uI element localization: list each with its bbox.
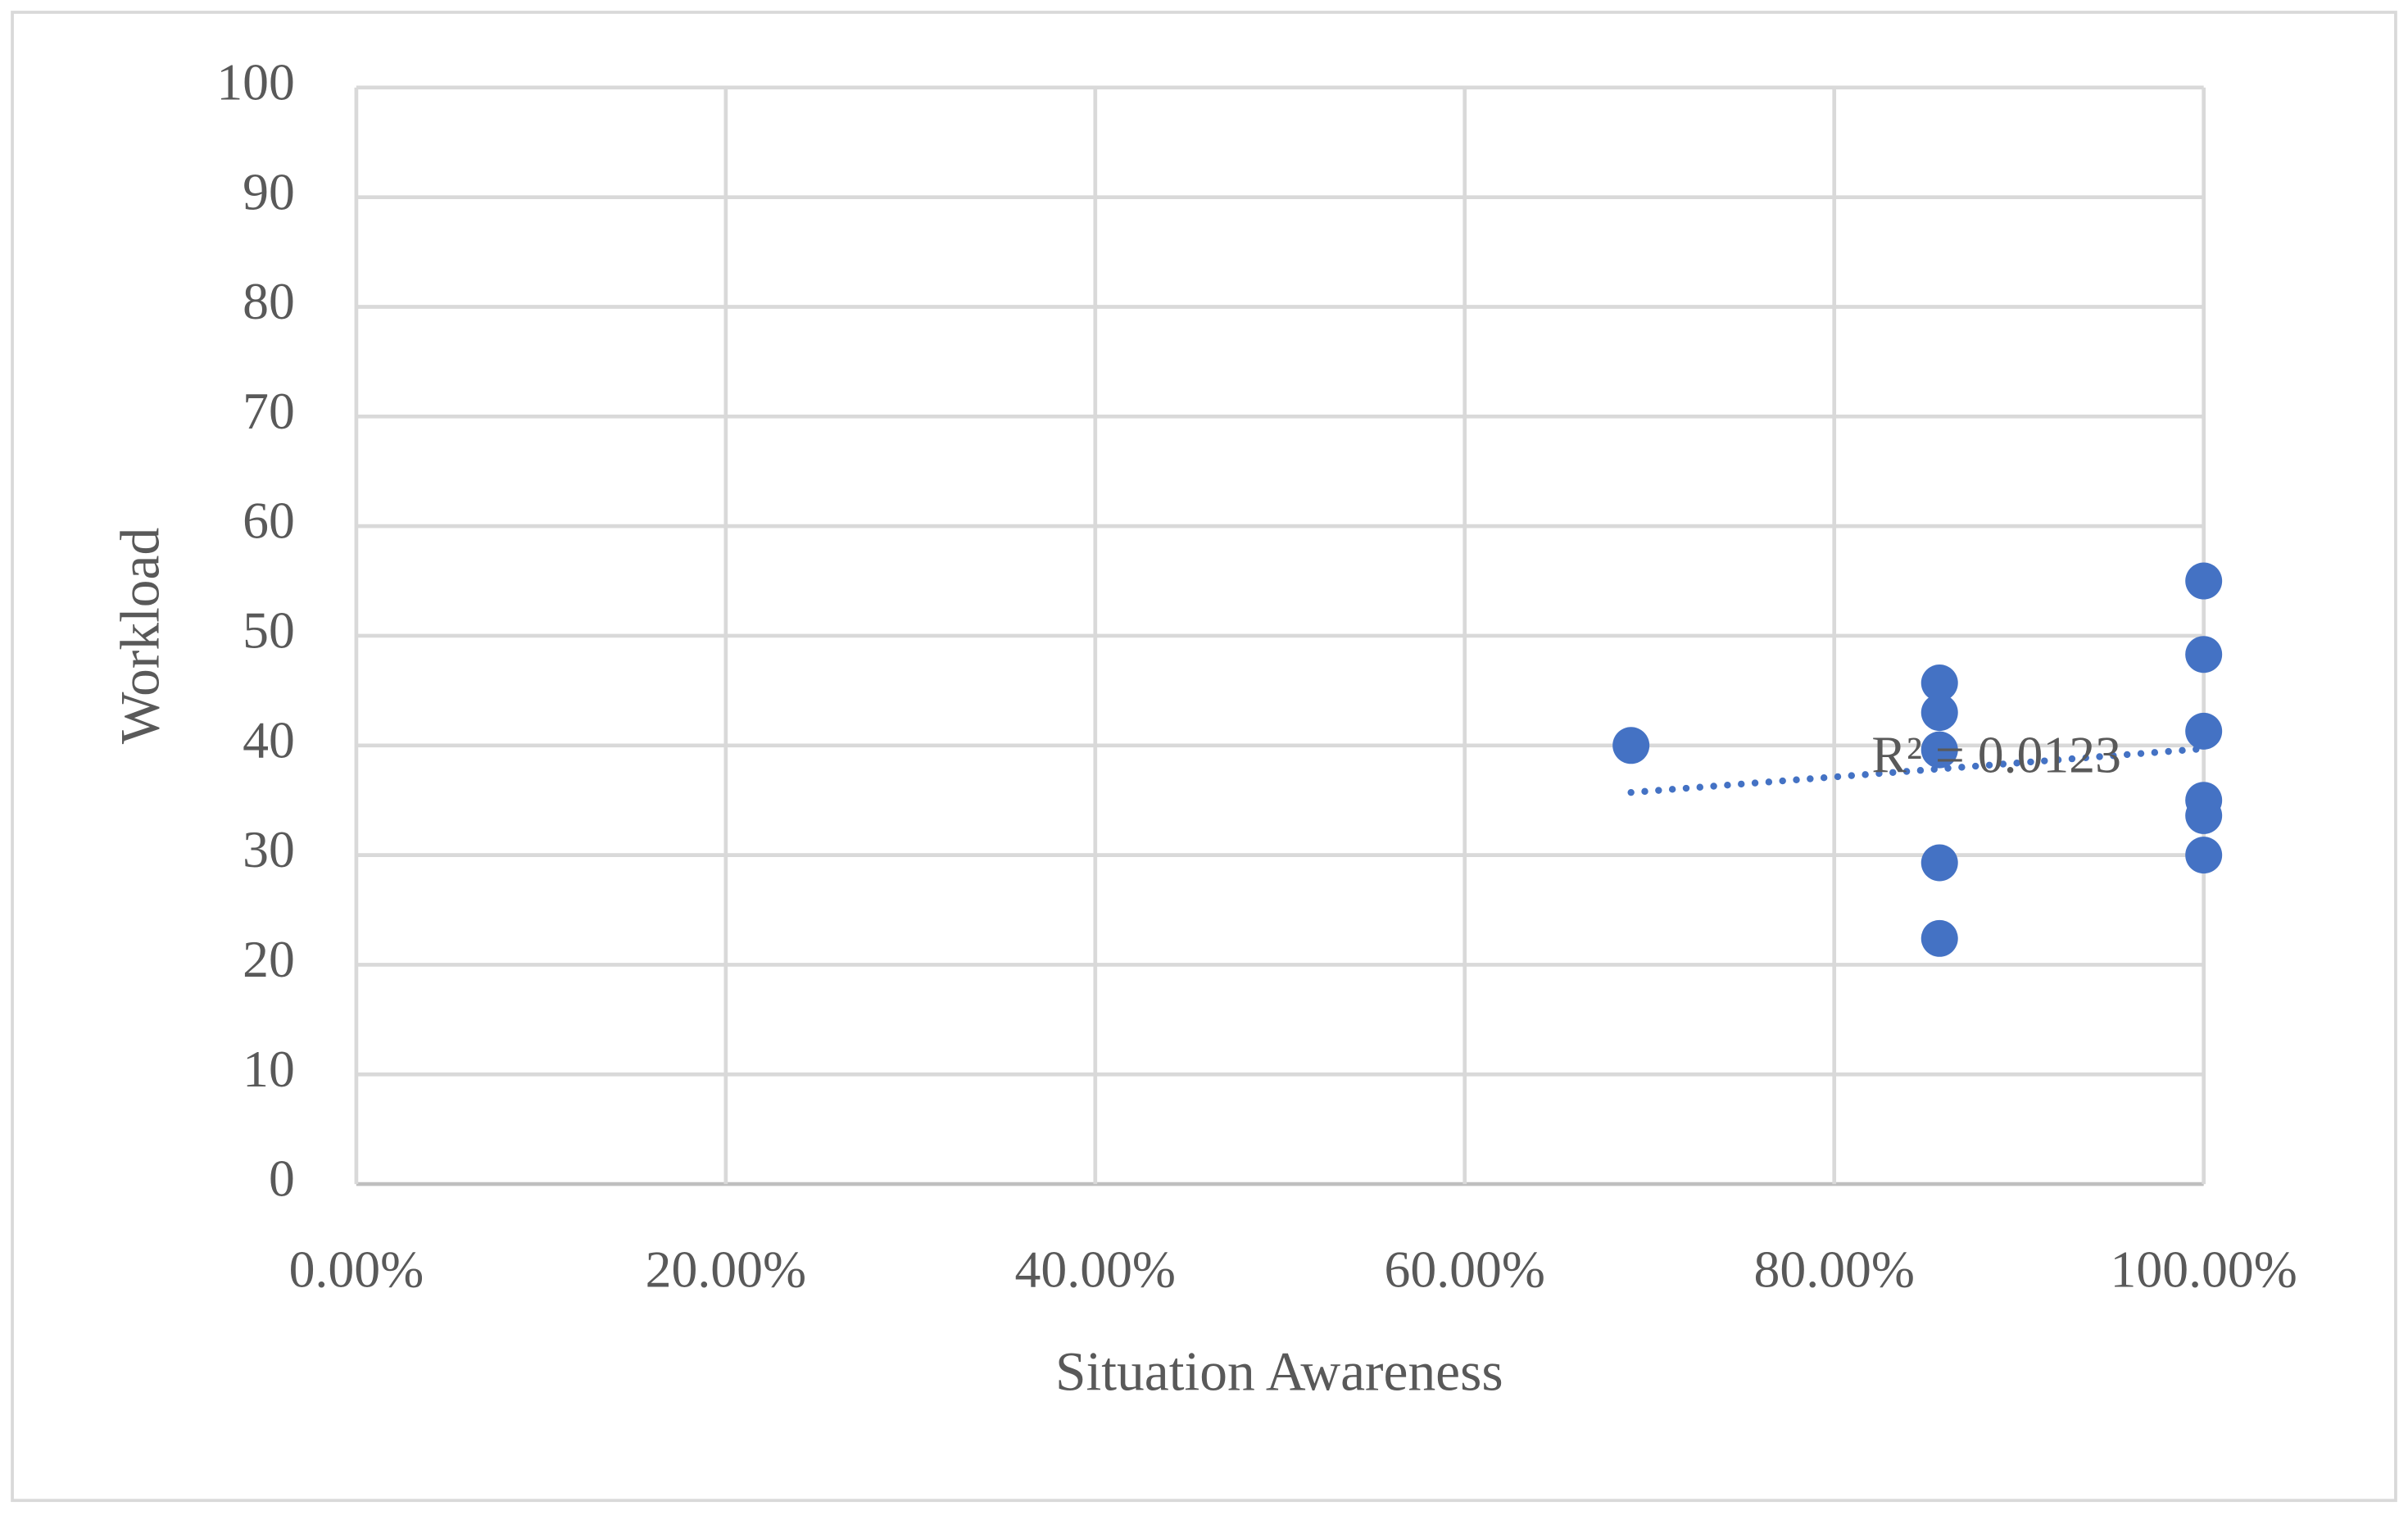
y-tick-label: 80	[243, 272, 295, 330]
scatter-point	[1921, 665, 1958, 701]
scatter-point	[1921, 919, 1958, 957]
x-tick-label: 80.00%	[1753, 1240, 1914, 1298]
y-tick-label: 50	[243, 601, 295, 660]
y-tick-label: 90	[243, 162, 295, 220]
scatter-point	[1921, 731, 1958, 769]
x-axis-title: Situation Awareness	[1055, 1341, 1503, 1403]
r-squared-label: R² = 0.0123	[1871, 725, 2121, 783]
scatter-point	[2185, 562, 2223, 600]
y-tick-label: 70	[243, 382, 295, 440]
scatter-point	[2185, 796, 2223, 834]
x-tick-label: 0.00%	[289, 1240, 424, 1298]
scatter-point	[2185, 837, 2223, 874]
x-tick-label: 20.00%	[646, 1240, 806, 1298]
x-tick-label: 40.00%	[1015, 1240, 1176, 1298]
scatter-point	[1921, 844, 1958, 882]
y-tick-label: 30	[243, 820, 295, 878]
y-tick-label: 20	[243, 930, 295, 988]
trendline	[1627, 745, 2207, 796]
y-tick-label: 10	[243, 1040, 295, 1098]
y-tick-label: 100	[216, 52, 295, 111]
y-tick-label: 0	[269, 1150, 295, 1208]
chart-border	[11, 11, 2397, 1503]
y-tick-label: 60	[243, 492, 295, 550]
scatter-point	[2185, 712, 2223, 750]
scatter-point	[1921, 694, 1958, 732]
x-tick-label: 60.00%	[1385, 1240, 1545, 1298]
y-axis-title: Workload	[110, 528, 171, 744]
scatter-point	[1612, 727, 1650, 764]
scatter-point	[2185, 636, 2223, 674]
y-tick-label: 40	[243, 710, 295, 769]
x-tick-label: 100.00%	[2111, 1240, 2297, 1298]
